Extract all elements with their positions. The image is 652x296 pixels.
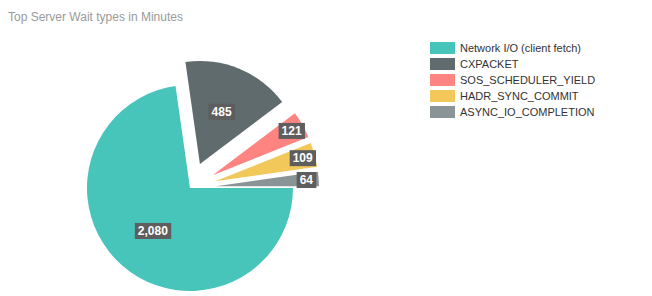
legend-item: Network I/O (client fetch) (430, 42, 581, 54)
legend-swatch (430, 74, 455, 86)
legend-item: SOS_SCHEDULER_YIELD (430, 74, 595, 86)
legend-item: CXPACKET (430, 58, 519, 70)
title: Top Server Wait types in Minutes (8, 10, 183, 24)
legend-swatch (430, 58, 455, 70)
label-box (209, 104, 235, 120)
pie (87, 61, 319, 291)
legend-item: ASYNC_IO_COMPLETION (430, 106, 595, 118)
legend-swatch (430, 90, 455, 102)
data-label: 485 (209, 104, 235, 120)
legend-label: HADR_SYNC_COMMIT (460, 90, 579, 102)
legend-label: ASYNC_IO_COMPLETION (460, 106, 595, 118)
legend-label: SOS_SCHEDULER_YIELD (460, 74, 595, 86)
data-label-text: 485 (212, 105, 232, 119)
legend: Network I/O (client fetch) CXPACKET SOS_SC… (430, 42, 595, 118)
label-box (135, 223, 171, 239)
chart: Top Server Wait types in Minutes 2,080 485… (0, 0, 652, 296)
data-label: 109 (290, 150, 316, 166)
legend-swatch (430, 42, 455, 54)
data-label: 64 (297, 172, 317, 188)
data-label-text: 109 (293, 151, 313, 165)
label-box (297, 172, 317, 188)
data-label-text: 2,080 (138, 224, 168, 238)
data-label-text: 121 (282, 124, 302, 138)
data-label: 2,080 (135, 223, 171, 239)
legend-label: Network I/O (client fetch) (460, 42, 581, 54)
label-box (279, 123, 305, 139)
legend-item: HADR_SYNC_COMMIT (430, 90, 579, 102)
label-box (290, 150, 316, 166)
legend-swatch (430, 106, 455, 118)
data-label-text: 64 (300, 173, 314, 187)
data-label: 121 (279, 123, 305, 139)
data-labels: 2,080 485 121 109 64 (135, 104, 316, 239)
slice (216, 172, 319, 186)
legend-label: CXPACKET (460, 58, 519, 70)
